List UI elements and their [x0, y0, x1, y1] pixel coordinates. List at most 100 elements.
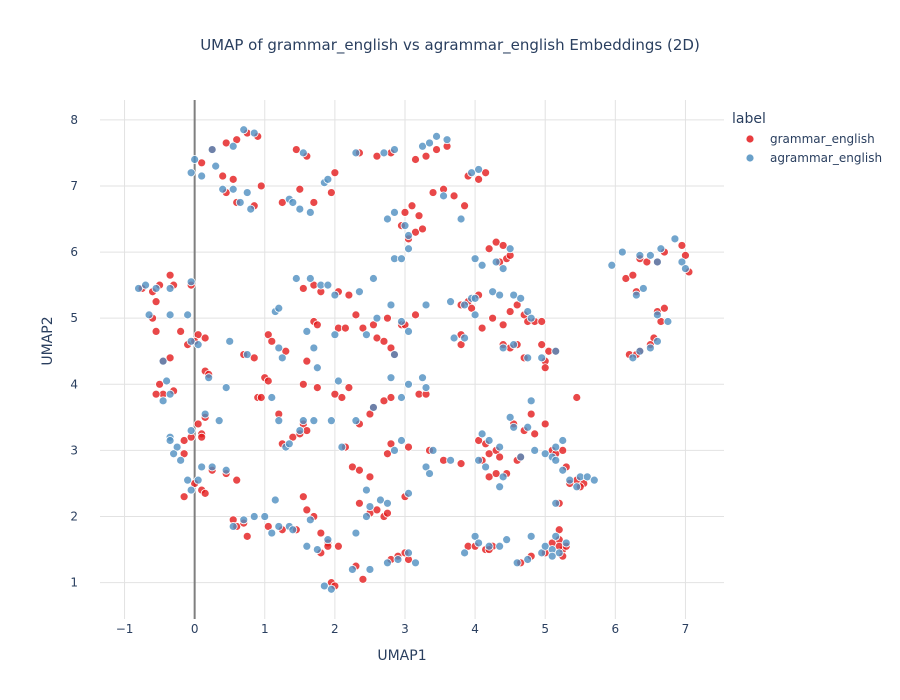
data-point-grammar_english	[379, 396, 389, 406]
data-point-grammar_english	[312, 320, 322, 330]
data-point-agrammar_english	[425, 469, 434, 478]
data-point-agrammar_english	[302, 541, 312, 551]
data-point-agrammar_english	[207, 462, 217, 472]
data-point-agrammar_english	[372, 313, 382, 323]
data-point-grammar_english	[200, 333, 210, 343]
data-point-agrammar_english	[183, 310, 193, 320]
data-point-grammar_english	[484, 472, 494, 482]
data-point-grammar_english	[498, 241, 508, 250]
data-point-grammar_english	[176, 327, 186, 336]
data-point-agrammar_english	[207, 145, 217, 154]
data-point-grammar_english	[351, 310, 361, 320]
data-point-agrammar_english	[656, 244, 666, 254]
data-point-agrammar_english	[144, 310, 154, 320]
data-point-grammar_english	[309, 198, 319, 207]
data-point-grammar_english	[411, 227, 420, 237]
legend-label-grammar_english: grammar_english	[770, 132, 875, 146]
data-point-agrammar_english	[162, 376, 172, 386]
data-point-agrammar_english	[288, 525, 298, 535]
data-point-grammar_english	[484, 244, 494, 254]
data-point-grammar_english	[197, 158, 207, 168]
data-point-agrammar_english	[270, 495, 280, 505]
data-point-agrammar_english	[362, 330, 371, 340]
data-point-agrammar_english	[470, 254, 480, 264]
data-point-agrammar_english	[477, 429, 487, 439]
data-point-agrammar_english	[228, 141, 238, 151]
data-point-agrammar_english	[176, 455, 186, 465]
data-point-grammar_english	[218, 171, 228, 181]
data-point-grammar_english	[477, 323, 487, 333]
data-point-grammar_english	[344, 383, 354, 392]
data-point-agrammar_english	[617, 247, 627, 257]
data-point-agrammar_english	[474, 165, 484, 174]
data-point-agrammar_english	[526, 531, 536, 541]
data-point-agrammar_english	[439, 191, 448, 201]
data-point-grammar_english	[221, 138, 231, 148]
data-point-grammar_english	[386, 393, 396, 402]
legend-marker-agrammar_english	[745, 153, 755, 163]
data-point-agrammar_english	[141, 280, 150, 290]
data-point-grammar_english	[421, 151, 431, 161]
data-point-agrammar_english	[404, 548, 413, 558]
data-point-agrammar_english	[551, 442, 561, 452]
x-tick-label: 1	[261, 622, 269, 636]
data-point-agrammar_english	[635, 250, 645, 260]
data-point-grammar_english	[337, 393, 347, 402]
data-point-agrammar_english	[355, 287, 364, 297]
data-point-agrammar_english	[645, 343, 655, 353]
data-point-agrammar_english	[652, 310, 662, 320]
x-axis-ticks: −1 0 1 2 3 4 5 6 7	[116, 622, 690, 636]
data-point-agrammar_english	[348, 565, 357, 574]
data-point-grammar_english	[179, 436, 189, 445]
data-point-agrammar_english	[326, 416, 336, 426]
y-tick-label: 6	[70, 245, 78, 259]
data-point-agrammar_english	[214, 416, 224, 426]
data-point-agrammar_english	[365, 502, 375, 512]
data-point-agrammar_english	[383, 498, 392, 508]
data-point-grammar_english	[340, 323, 350, 333]
data-point-agrammar_english	[582, 472, 592, 482]
data-point-agrammar_english	[547, 551, 557, 561]
data-point-agrammar_english	[393, 555, 403, 564]
data-point-agrammar_english	[509, 290, 519, 300]
data-point-agrammar_english	[312, 545, 322, 554]
data-point-grammar_english	[302, 505, 312, 515]
data-point-grammar_english	[298, 284, 308, 293]
x-tick-label: 4	[471, 622, 479, 636]
y-tick-label: 4	[70, 377, 78, 391]
data-point-agrammar_english	[277, 353, 287, 363]
data-point-agrammar_english	[284, 439, 294, 449]
data-point-agrammar_english	[628, 353, 638, 363]
data-point-agrammar_english	[631, 290, 641, 300]
data-point-grammar_english	[540, 419, 550, 429]
data-point-grammar_english	[151, 297, 161, 307]
data-point-agrammar_english	[397, 254, 406, 264]
data-point-grammar_english	[151, 389, 161, 399]
data-point-agrammar_english	[477, 260, 487, 270]
data-point-grammar_english	[505, 307, 515, 316]
data-point-grammar_english	[491, 237, 501, 247]
data-point-grammar_english	[414, 211, 424, 221]
x-tick-label: 2	[331, 622, 339, 636]
legend-label-agrammar_english: agrammar_english	[770, 151, 882, 165]
data-point-agrammar_english	[460, 548, 469, 558]
data-point-grammar_english	[491, 469, 501, 478]
data-point-agrammar_english	[551, 531, 561, 541]
data-point-agrammar_english	[291, 274, 301, 283]
data-point-agrammar_english	[516, 293, 526, 303]
data-point-agrammar_english	[404, 327, 413, 336]
data-point-agrammar_english	[537, 353, 547, 363]
data-point-grammar_english	[621, 274, 631, 283]
data-point-agrammar_english	[267, 528, 277, 538]
data-point-agrammar_english	[505, 244, 515, 254]
chart-title: UMAP of grammar_english vs agrammar_engl…	[200, 36, 700, 55]
data-point-agrammar_english	[323, 280, 333, 290]
data-point-agrammar_english	[505, 412, 515, 422]
data-point-agrammar_english	[491, 257, 501, 267]
data-point-grammar_english	[558, 446, 568, 455]
data-point-agrammar_english	[383, 214, 392, 224]
data-point-agrammar_english	[305, 274, 315, 283]
data-point-agrammar_english	[288, 198, 298, 207]
data-point-agrammar_english	[484, 541, 494, 551]
data-point-agrammar_english	[193, 475, 203, 485]
